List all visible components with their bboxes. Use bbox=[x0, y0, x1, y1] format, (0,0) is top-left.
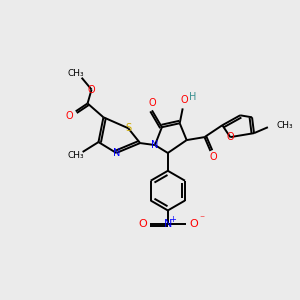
Text: O: O bbox=[181, 95, 188, 106]
Text: O: O bbox=[189, 219, 198, 229]
Text: O: O bbox=[88, 85, 95, 94]
Text: +: + bbox=[169, 215, 176, 224]
Text: O: O bbox=[148, 98, 156, 108]
Text: CH₃: CH₃ bbox=[68, 152, 84, 160]
Text: N: N bbox=[164, 219, 172, 229]
Text: H: H bbox=[189, 92, 196, 101]
Text: N: N bbox=[151, 140, 159, 150]
Text: CH₃: CH₃ bbox=[68, 69, 84, 78]
Text: O: O bbox=[139, 219, 147, 229]
Text: ⁻: ⁻ bbox=[199, 214, 204, 224]
Text: N: N bbox=[112, 148, 120, 158]
Text: O: O bbox=[226, 132, 234, 142]
Text: CH₃: CH₃ bbox=[277, 121, 293, 130]
Text: S: S bbox=[125, 123, 131, 133]
Text: O: O bbox=[66, 111, 74, 121]
Text: O: O bbox=[210, 152, 217, 162]
